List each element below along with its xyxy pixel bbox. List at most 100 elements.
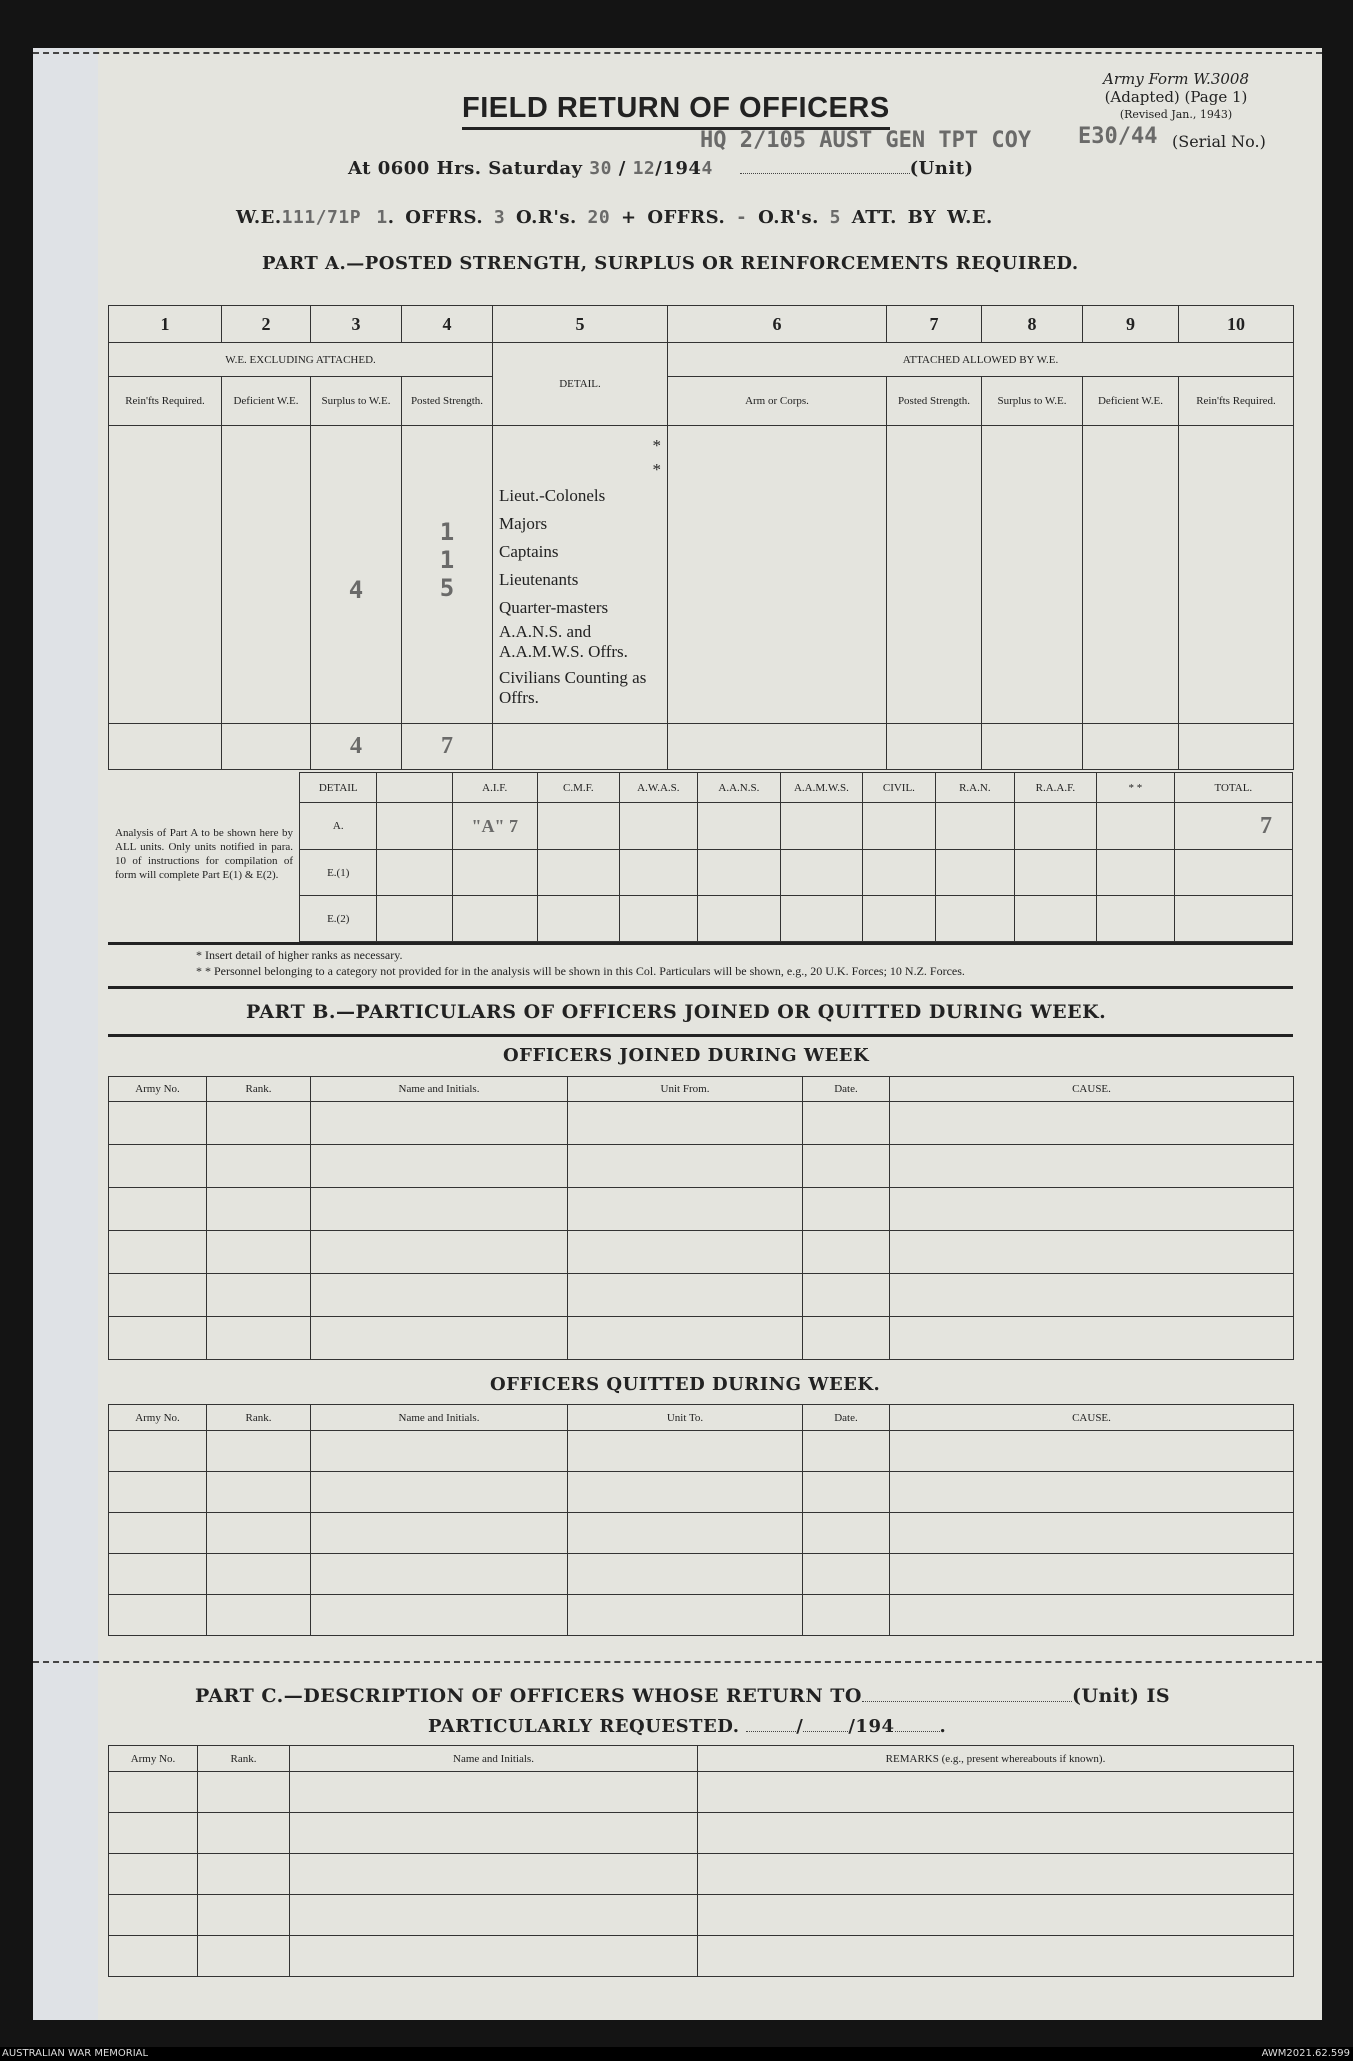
entry-cell[interactable]	[289, 1812, 698, 1854]
entry-cell[interactable]	[310, 1187, 568, 1231]
reinforcements-cell[interactable]	[108, 425, 222, 724]
entry-cell[interactable]	[108, 1187, 207, 1231]
entry-cell[interactable]	[567, 1512, 803, 1554]
entry-cell[interactable]	[197, 1812, 290, 1854]
entry-cell[interactable]	[289, 1894, 698, 1936]
entry-cell[interactable]	[802, 1430, 890, 1472]
posted-cell[interactable]: 1 1 5	[401, 425, 493, 724]
entry-cell[interactable]	[567, 1101, 803, 1145]
entry-cell[interactable]	[889, 1273, 1294, 1317]
entry-cell[interactable]	[802, 1471, 890, 1513]
att-reinf-cell[interactable]	[1178, 425, 1294, 724]
entry-cell[interactable]	[889, 1553, 1294, 1595]
entry-cell[interactable]	[108, 1430, 207, 1472]
entry-cell[interactable]	[697, 1771, 1294, 1813]
entry-cell[interactable]	[889, 1101, 1294, 1145]
entry-cell[interactable]	[206, 1187, 311, 1231]
entry-cell[interactable]	[889, 1187, 1294, 1231]
entry-cell[interactable]	[206, 1471, 311, 1513]
entry-cell[interactable]	[108, 1812, 198, 1854]
entry-cell[interactable]	[802, 1594, 890, 1636]
entry-cell[interactable]	[289, 1853, 698, 1895]
entry-cell[interactable]	[108, 1144, 207, 1188]
majors-posted: 1	[439, 518, 455, 546]
entry-cell[interactable]	[108, 1230, 207, 1274]
entry-cell[interactable]	[802, 1553, 890, 1595]
att-surplus-cell[interactable]	[981, 425, 1083, 724]
perforation-top	[33, 52, 1322, 54]
entry-cell[interactable]	[802, 1316, 890, 1360]
entry-cell[interactable]	[889, 1144, 1294, 1188]
att-posted-cell[interactable]	[886, 425, 982, 724]
entry-cell[interactable]	[567, 1553, 803, 1595]
entry-cell[interactable]	[697, 1894, 1294, 1936]
entry-cell[interactable]	[206, 1273, 311, 1317]
entry-cell[interactable]	[310, 1230, 568, 1274]
entry-cell[interactable]	[108, 1471, 207, 1513]
entry-cell[interactable]	[802, 1512, 890, 1554]
entry-cell[interactable]	[197, 1894, 290, 1936]
entry-cell[interactable]	[108, 1771, 198, 1813]
entry-cell[interactable]	[889, 1471, 1294, 1513]
entry-cell[interactable]	[206, 1553, 311, 1595]
entry-cell[interactable]	[802, 1230, 890, 1274]
entry-cell[interactable]	[889, 1430, 1294, 1472]
entry-cell[interactable]	[108, 1935, 198, 1977]
entry-cell[interactable]	[567, 1430, 803, 1472]
entry-cell[interactable]	[889, 1594, 1294, 1636]
entry-cell[interactable]	[889, 1230, 1294, 1274]
arm-cell[interactable]	[667, 425, 887, 724]
detail-rank: *	[652, 436, 662, 455]
entry-cell[interactable]	[802, 1101, 890, 1145]
entry-cell[interactable]	[697, 1935, 1294, 1977]
entry-cell[interactable]	[108, 1553, 207, 1595]
entry-cell[interactable]	[310, 1553, 568, 1595]
entry-cell[interactable]	[108, 1853, 198, 1895]
entry-cell[interactable]	[697, 1812, 1294, 1854]
entry-cell[interactable]	[567, 1316, 803, 1360]
entry-cell[interactable]	[802, 1273, 890, 1317]
entry-cell[interactable]	[802, 1144, 890, 1188]
entry-cell[interactable]	[889, 1512, 1294, 1554]
column-number: 6	[667, 305, 887, 343]
entry-cell[interactable]	[310, 1512, 568, 1554]
entry-cell[interactable]	[108, 1273, 207, 1317]
entry-cell[interactable]	[206, 1101, 311, 1145]
entry-cell[interactable]	[310, 1316, 568, 1360]
entry-cell[interactable]	[567, 1471, 803, 1513]
entry-cell[interactable]	[197, 1771, 290, 1813]
deficient-cell[interactable]	[221, 425, 311, 724]
entry-cell[interactable]	[310, 1144, 568, 1188]
entry-cell[interactable]	[310, 1101, 568, 1145]
entry-cell[interactable]	[197, 1935, 290, 1977]
entry-cell[interactable]	[310, 1471, 568, 1513]
entry-cell[interactable]	[108, 1512, 207, 1554]
entry-cell[interactable]	[310, 1594, 568, 1636]
entry-cell[interactable]	[108, 1594, 207, 1636]
entry-cell[interactable]	[206, 1144, 311, 1188]
entry-cell[interactable]	[567, 1187, 803, 1231]
entry-cell[interactable]	[289, 1771, 698, 1813]
entry-cell[interactable]	[802, 1187, 890, 1231]
entry-cell[interactable]	[108, 1894, 198, 1936]
entry-cell[interactable]	[206, 1230, 311, 1274]
entry-cell[interactable]	[206, 1594, 311, 1636]
entry-cell[interactable]	[567, 1594, 803, 1636]
entry-cell[interactable]	[108, 1101, 207, 1145]
surplus-cell[interactable]: 4	[310, 425, 402, 724]
entry-cell[interactable]	[197, 1853, 290, 1895]
entry-cell[interactable]	[889, 1316, 1294, 1360]
entry-cell[interactable]	[108, 1316, 207, 1360]
entry-cell[interactable]	[567, 1273, 803, 1317]
entry-cell[interactable]	[206, 1430, 311, 1472]
entry-cell[interactable]	[289, 1935, 698, 1977]
entry-cell[interactable]	[567, 1144, 803, 1188]
att-deficient-cell[interactable]	[1082, 425, 1179, 724]
entry-cell[interactable]	[310, 1273, 568, 1317]
entry-cell[interactable]	[567, 1230, 803, 1274]
entry-cell[interactable]	[697, 1853, 1294, 1895]
entry-cell[interactable]	[206, 1512, 311, 1554]
entry-cell[interactable]	[206, 1316, 311, 1360]
column-header: Date.	[802, 1076, 890, 1102]
entry-cell[interactable]	[310, 1430, 568, 1472]
